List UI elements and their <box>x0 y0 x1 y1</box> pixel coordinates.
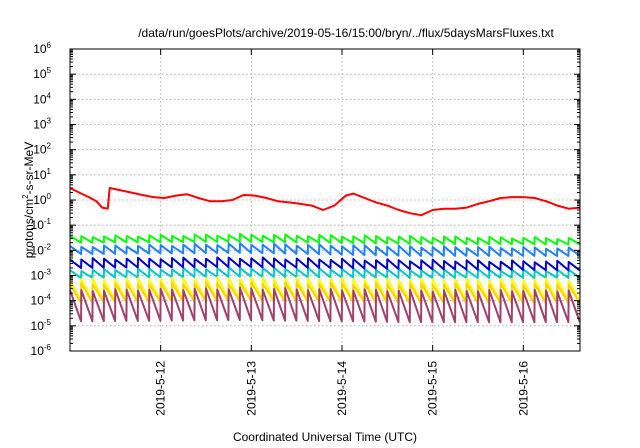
series-line-5 <box>69 256 581 272</box>
y-axis-label-rest: -s-sr-MeV <box>22 142 36 195</box>
y-tick-exp: -5 <box>44 318 52 327</box>
axis-ticks <box>70 48 580 352</box>
y-tick-exp: -4 <box>44 293 52 302</box>
y-axis-label-base: protons/cm <box>22 199 36 258</box>
series-line-8 <box>69 286 581 324</box>
y-tick-label: 102 <box>33 142 51 157</box>
y-tick-label: 10-6 <box>31 343 52 358</box>
y-tick-base: 10 <box>33 193 47 207</box>
series-line-2 <box>69 232 581 246</box>
y-axis-label-sup: 2 <box>21 194 30 199</box>
y-tick-base: 10 <box>31 218 45 232</box>
x-tick-label: 2019-5-15 <box>426 361 440 416</box>
y-tick-label: 10-1 <box>31 217 52 232</box>
y-tick-exp: 3 <box>47 117 52 126</box>
y-tick-exp: 0 <box>47 192 52 201</box>
y-tick-base: 10 <box>33 143 47 157</box>
y-tick-base: 10 <box>33 118 47 132</box>
x-tick-label: 2019-5-12 <box>154 361 168 416</box>
chart-title: /data/run/goesPlots/archive/2019-05-16/1… <box>138 26 554 40</box>
y-tick-exp: 2 <box>47 142 52 151</box>
y-tick-label: 106 <box>33 41 51 56</box>
y-tick-base: 10 <box>31 243 45 257</box>
y-tick-base: 10 <box>33 67 47 81</box>
series-line-3 <box>69 242 581 257</box>
y-tick-exp: -3 <box>44 268 52 277</box>
series-line-1 <box>69 187 581 217</box>
y-tick-label: 10-3 <box>31 268 52 283</box>
y-tick-label: 105 <box>33 66 51 81</box>
y-tick-base: 10 <box>33 92 47 106</box>
y-tick-label: 103 <box>33 117 51 132</box>
x-tick-labels: 2019-5-12 2019-5-13 2019-5-14 2019-5-15 2019… <box>154 361 531 416</box>
y-tick-base: 10 <box>33 42 47 56</box>
y-tick-base: 10 <box>31 269 45 283</box>
y-tick-base: 10 <box>31 319 45 333</box>
y-tick-exp: -6 <box>44 343 52 352</box>
x-tick-label: 2019-5-13 <box>244 361 258 416</box>
y-tick-label: 101 <box>33 167 51 182</box>
y-axis-label: protons/cm2-s-sr-MeV <box>21 142 36 258</box>
y-tick-exp: 6 <box>47 41 52 50</box>
series-line-6 <box>69 276 581 302</box>
y-tick-base: 10 <box>31 294 45 308</box>
series-lines <box>69 187 581 324</box>
y-tick-exp: -2 <box>44 242 52 251</box>
y-tick-labels: 10-610-510-410-310-210-11001011021031041… <box>31 41 52 358</box>
y-tick-exp: -1 <box>44 217 52 226</box>
y-tick-label: 10-2 <box>31 242 52 257</box>
series-line-4 <box>69 266 581 279</box>
y-tick-label: 10-4 <box>31 293 52 308</box>
y-tick-base: 10 <box>33 168 47 182</box>
y-tick-base: 10 <box>31 344 45 358</box>
y-tick-label: 100 <box>33 192 51 207</box>
x-tick-label: 2019-5-14 <box>335 361 349 416</box>
x-tick-label: 2019-5-16 <box>516 361 530 416</box>
y-tick-exp: 4 <box>47 91 52 100</box>
y-tick-exp: 1 <box>47 167 52 176</box>
y-tick-label: 104 <box>33 91 51 106</box>
x-axis-label: Coordinated Universal Time (UTC) <box>233 430 417 444</box>
series-line-7 <box>69 281 581 305</box>
y-tick-exp: 5 <box>47 66 52 75</box>
y-tick-label: 10-5 <box>31 318 52 333</box>
